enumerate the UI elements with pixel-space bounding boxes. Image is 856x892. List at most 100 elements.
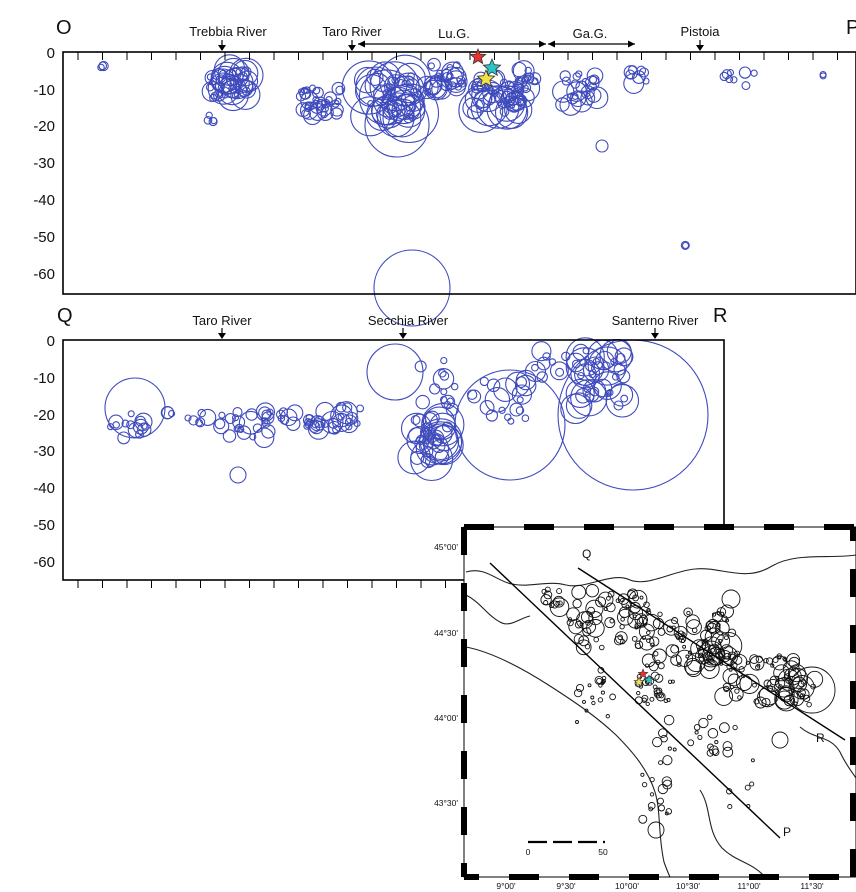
hypocenter-circle [420, 453, 436, 469]
hypocenter-circle [574, 363, 597, 386]
hypocenter-circle [231, 59, 259, 87]
hypocenter-circle [504, 80, 514, 90]
section-qr-river-markers: Taro River Secchia River Santerno River [192, 313, 699, 339]
map-cyan-star-icon [643, 674, 655, 685]
hypocenter-circle [605, 384, 640, 418]
epicenter-circle [806, 701, 812, 708]
hypocenter-circle [575, 70, 583, 78]
hypocenter-circle [211, 68, 227, 84]
secchia-river-arrowhead [399, 333, 407, 339]
epicenter-circle [744, 784, 751, 791]
taro-river-arrowhead-qr [218, 333, 226, 339]
epicenter-circle [657, 797, 664, 805]
epicenter-circle [628, 589, 648, 609]
hypocenter-circle [514, 83, 524, 93]
hypocenter-circle [313, 415, 326, 428]
epicenter-circle [601, 678, 606, 684]
epicenter-circle [605, 714, 610, 719]
hypocenter-circle [408, 427, 425, 445]
hypocenter-circle [286, 404, 304, 422]
epicenter-circle [711, 748, 720, 756]
map-lat-tick: 44°00' [434, 713, 458, 723]
hypocenter-circle [552, 80, 575, 103]
hypocenter-circle [320, 419, 330, 428]
epicenter-circle [620, 638, 626, 645]
hypocenter-circle [504, 90, 526, 112]
hypocenter-circle [379, 83, 440, 144]
hypocenter-circle [442, 71, 453, 82]
map-lon-tick: 11°00' [737, 881, 761, 891]
epicenter-circle [667, 746, 672, 751]
hypocenter-circle [366, 68, 384, 86]
epicenter-circle [732, 724, 738, 731]
section-op-depth-tick: -10 [33, 82, 55, 99]
hypocenter-circle [427, 62, 435, 70]
hypocenter-circle [484, 387, 511, 413]
hypocenter-circle [356, 404, 365, 413]
hypocenter-circle [308, 102, 327, 121]
pistoia-label: Pistoia [680, 24, 720, 39]
hypocenter-circle [467, 389, 482, 404]
hypocenter-circle [513, 74, 541, 102]
epicenter-circle [609, 618, 615, 624]
hypocenter-circle [559, 70, 571, 82]
epicenter-circle [598, 683, 603, 688]
hypocenter-circle [415, 432, 450, 466]
map-profile-label-p: P [783, 825, 791, 839]
hypocenter-circle [266, 408, 274, 416]
hypocenter-circle [575, 388, 591, 404]
hypocenter-circle [230, 79, 261, 110]
section-qr-depth-tick: -30 [33, 443, 55, 460]
hypocenter-circle [427, 57, 441, 72]
hypocenter-circle [424, 79, 441, 96]
hypocenter-circle [512, 60, 535, 83]
profile-line-qr [577, 567, 846, 741]
coastline-line [465, 646, 671, 877]
epicenter-circle [682, 644, 687, 649]
taro-river-label-qr: Taro River [192, 313, 252, 328]
hypocenter-circle [570, 90, 593, 113]
red-star-icon [469, 47, 487, 65]
hypocenter-circle [549, 361, 569, 381]
hypocenter-circle [466, 389, 478, 400]
epicenter-circle [585, 599, 604, 618]
map-red-star-icon [637, 668, 649, 679]
hypocenter-circle [447, 81, 457, 90]
epicenter-circle [663, 698, 669, 704]
hypocenter-circle [620, 394, 629, 403]
hypocenter-circle [429, 74, 443, 88]
trebbia-river-label: Trebbia River [189, 24, 267, 39]
map-dashed-frame [461, 524, 856, 880]
hypocenter-circle [636, 65, 647, 76]
hypocenter-circle [312, 96, 320, 104]
section-op-river-markers: Trebbia River Taro River Pistoia Lu.G. G… [189, 24, 720, 51]
profile-line-op [489, 562, 781, 839]
hypocenter-circle [681, 241, 690, 250]
hypocenter-circle [285, 416, 301, 431]
hypocenter-circle [261, 424, 276, 439]
inland-border-line [699, 789, 766, 877]
section-qr-corner-start: Q [57, 305, 73, 327]
yellow-star-icon [476, 68, 496, 88]
hypocenter-circle [235, 80, 243, 88]
epicenter-circle [665, 808, 673, 815]
hypocenter-circle [511, 384, 533, 405]
epicenter-circle [588, 611, 603, 626]
map-profile-label-r: R [816, 731, 825, 745]
epicenter-circle [753, 698, 760, 705]
section-qr-depth-tick: -50 [33, 517, 55, 534]
section-qr-depth-tick: -20 [33, 407, 55, 424]
epicenter-circle [704, 627, 724, 647]
epicenter-circle [653, 651, 659, 657]
hypocenter-circle [415, 394, 430, 410]
epicenter-circle [722, 746, 734, 758]
epicenter-circle [607, 590, 615, 598]
epicenter-circle [707, 621, 721, 635]
map-lon-tick: 9°00' [496, 881, 516, 891]
epicenter-circle [632, 594, 640, 602]
hypocenter-circle [321, 98, 331, 109]
hypocenter-circle [582, 378, 607, 403]
epicenter-circle [771, 731, 789, 749]
hypocenter-circle [213, 89, 226, 102]
hypocenter-circle [586, 87, 602, 103]
